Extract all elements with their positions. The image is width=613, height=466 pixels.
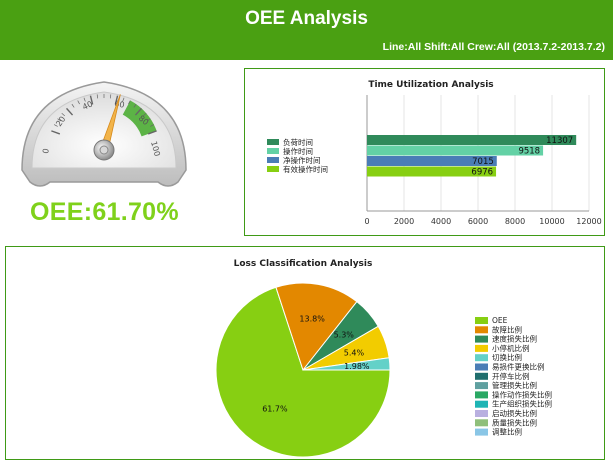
- gauge-tick: [61, 112, 65, 117]
- gauge-tick-label-40: 40: [81, 99, 94, 111]
- time-utilization-panel: Time Utilization Analysis 0 2000 4000 6000 8…: [244, 68, 605, 236]
- pie-legend-label: 调整比例: [492, 427, 522, 437]
- chart-title: Loss Classification Analysis: [234, 259, 373, 269]
- pie-legend-label: 故障比例: [492, 324, 522, 334]
- pie-legend-label: OEE: [492, 316, 508, 325]
- gauge-tick: [83, 97, 86, 102]
- pie-data-label: 13.8%: [299, 315, 325, 324]
- pie-legend-swatch: [475, 410, 488, 417]
- page-title: OEE Analysis: [245, 8, 368, 29]
- gauge-tick: [147, 130, 157, 135]
- pie-legend-label: 操作动作损失比例: [492, 389, 552, 399]
- pie-legend-label: 管理损失比例: [492, 380, 537, 390]
- gauge-tick: [66, 107, 74, 116]
- pie-labels: 61.7% 13.8% 5.3% 5.4% 1.98%: [262, 315, 370, 414]
- bar-x-tick-label: 6000: [468, 217, 488, 226]
- pie-data-label: 61.7%: [262, 405, 288, 414]
- loss-classification-panel: Loss Classification Analysis 61.7% 13.8% 5…: [5, 246, 605, 460]
- bar-legend-swatch: [267, 139, 279, 145]
- bar-data-label: 9518: [518, 147, 540, 157]
- chart-title: Time Utilization Analysis: [368, 80, 493, 90]
- bar-legend-label: 负荷时间: [283, 137, 313, 147]
- gauge-tick: [53, 124, 58, 127]
- gauge-tick: [134, 107, 142, 116]
- bar-legend-swatch: [267, 157, 279, 163]
- pie-legend-swatch: [475, 400, 488, 408]
- gauge-tick: [71, 103, 75, 108]
- bar: [367, 135, 577, 145]
- pie-slice: [302, 357, 391, 371]
- bar-data-label: 11307: [546, 136, 573, 146]
- bar-legend-label: 操作时间: [283, 146, 313, 156]
- pie-legend-swatch: [475, 391, 488, 399]
- pie-slices: [215, 282, 391, 458]
- oee-gauge: 0 20 40 60 80 100: [18, 72, 193, 197]
- gauge-hub-center: [99, 145, 109, 155]
- pie-legend-label: 质量损失比例: [492, 417, 537, 427]
- bar-x-tick-label: 10000: [539, 217, 564, 226]
- gauge-tick: [146, 118, 151, 122]
- pie-legend-label: 小停机比例: [492, 343, 530, 353]
- bar-legend-label: 净操作时间: [283, 155, 321, 165]
- bar: [367, 166, 497, 177]
- bar-x-tick-label: 2000: [394, 217, 414, 226]
- header-bar: OEE Analysis Line:All Shift:All Crew:All…: [0, 0, 613, 60]
- gauge-tick: [133, 103, 137, 108]
- pie-data-label: 5.4%: [344, 348, 365, 357]
- filter-summary: Line:All Shift:All Crew:All (2013.7.2-20…: [382, 41, 605, 53]
- gauge-tick: [114, 95, 119, 105]
- pie-legend: OEE故障比例速度损失比例小停机比例切换比例易损件更换比例开停车比例管理损失比例…: [475, 316, 552, 437]
- gauge-tick: [51, 130, 61, 135]
- gauge-green-band: [122, 100, 157, 137]
- bar: [367, 145, 544, 156]
- time-utilization-chart: Time Utilization Analysis 0 2000 4000 6000 8…: [267, 80, 602, 226]
- gauge-tick: [57, 118, 62, 122]
- pie-legend-label: 易损件更换比例: [492, 362, 545, 372]
- pie-slice: [275, 282, 358, 372]
- pie-legend-label: 生产组织损失比例: [492, 399, 552, 409]
- bar-data-label: 6976: [471, 168, 493, 178]
- bar-legend-swatch: [267, 148, 279, 154]
- bar: [367, 156, 497, 166]
- loss-classification-chart: Loss Classification Analysis 61.7% 13.8% 5…: [215, 259, 552, 458]
- pie-data-label: 5.3%: [334, 331, 355, 340]
- bar-x-tick-label: 0: [364, 217, 369, 226]
- gauge-tick: [128, 100, 131, 105]
- pie-data-label: 1.98%: [344, 362, 370, 371]
- pie-legend-swatch: [475, 344, 488, 352]
- gauge-tick-label-100: 100: [149, 140, 162, 157]
- pie-legend-swatch: [475, 317, 488, 324]
- gauge-tick: [143, 112, 147, 117]
- gauge-tick-label-0: 0: [41, 148, 51, 155]
- pie-legend-label: 开停车比例: [492, 371, 530, 381]
- bar-legend-label: 有效操作时间: [283, 164, 328, 174]
- oee-value-label: OEE:61.70%: [30, 198, 179, 226]
- pie-legend-swatch: [475, 335, 488, 343]
- bar-x-tick-label: 8000: [505, 217, 525, 226]
- pie-legend-swatch: [475, 419, 488, 427]
- bar-x-tick-label: 12000: [576, 217, 601, 226]
- pie-legend-label: 启动损失比例: [492, 408, 537, 418]
- pie-slice: [215, 286, 391, 458]
- pie-legend-swatch: [475, 372, 488, 380]
- gauge-ticks: [51, 94, 157, 135]
- pie-legend-swatch: [475, 363, 488, 371]
- gauge-tick: [150, 124, 155, 127]
- bar-legend-swatch: [267, 166, 279, 172]
- gauge-tick-label-60: 60: [114, 99, 126, 110]
- pie-legend-swatch: [475, 382, 488, 390]
- gauge-tick: [77, 100, 80, 105]
- bar-x-tick-label: 4000: [431, 217, 451, 226]
- pie-legend-label: 切换比例: [492, 352, 522, 362]
- bar-data-label: 7015: [472, 157, 494, 167]
- pie-legend-label: 速度损失比例: [492, 334, 537, 344]
- gauge-graphic: 0 20 40 60 80 100: [21, 81, 187, 187]
- pie-legend-swatch: [475, 428, 488, 436]
- gauge-tick: [89, 95, 94, 105]
- gauge-tick: [122, 97, 125, 102]
- pie-legend-swatch: [475, 354, 488, 362]
- pie-legend-swatch: [475, 326, 488, 334]
